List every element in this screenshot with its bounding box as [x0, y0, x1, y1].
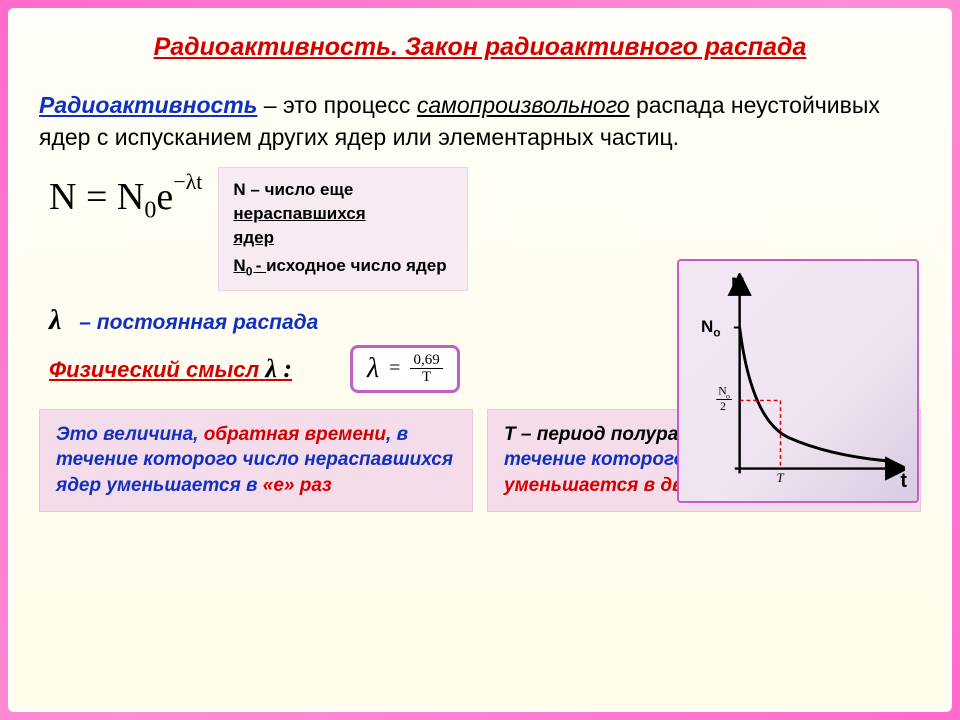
- definition-text: Радиоактивность – это процесс самопроизв…: [39, 89, 921, 153]
- decay-formula: N = N0e−λt: [39, 167, 202, 225]
- decay-graph: N No t N o 2 T: [677, 259, 919, 503]
- legend-box: N – число еще нераспавшихся ядер N0 - ис…: [218, 167, 468, 291]
- slide-title: Радиоактивность. Закон радиоактивного ра…: [39, 31, 921, 65]
- box-physical-meaning: Это величина, обратная времени, в течени…: [39, 409, 473, 512]
- lambda-formula-box: λ = 0,69 T: [350, 345, 460, 393]
- slide-container: Радиоактивность. Закон радиоактивного ра…: [8, 8, 952, 712]
- term-spontaneous: самопроизвольного: [417, 92, 630, 118]
- n0-label: No: [701, 317, 721, 339]
- y-axis-label: N: [731, 275, 745, 297]
- lambda-symbol: λ: [49, 305, 61, 336]
- svg-text:2: 2: [720, 400, 726, 413]
- svg-text:T: T: [777, 471, 785, 485]
- fraction: 0,69 T: [410, 352, 442, 386]
- x-axis-label: t: [900, 470, 907, 493]
- graph-svg: N o 2 T: [691, 273, 905, 489]
- term-radioactivity: Радиоактивность: [39, 92, 257, 118]
- physical-sense-label: Физический смысл λ :: [49, 354, 292, 384]
